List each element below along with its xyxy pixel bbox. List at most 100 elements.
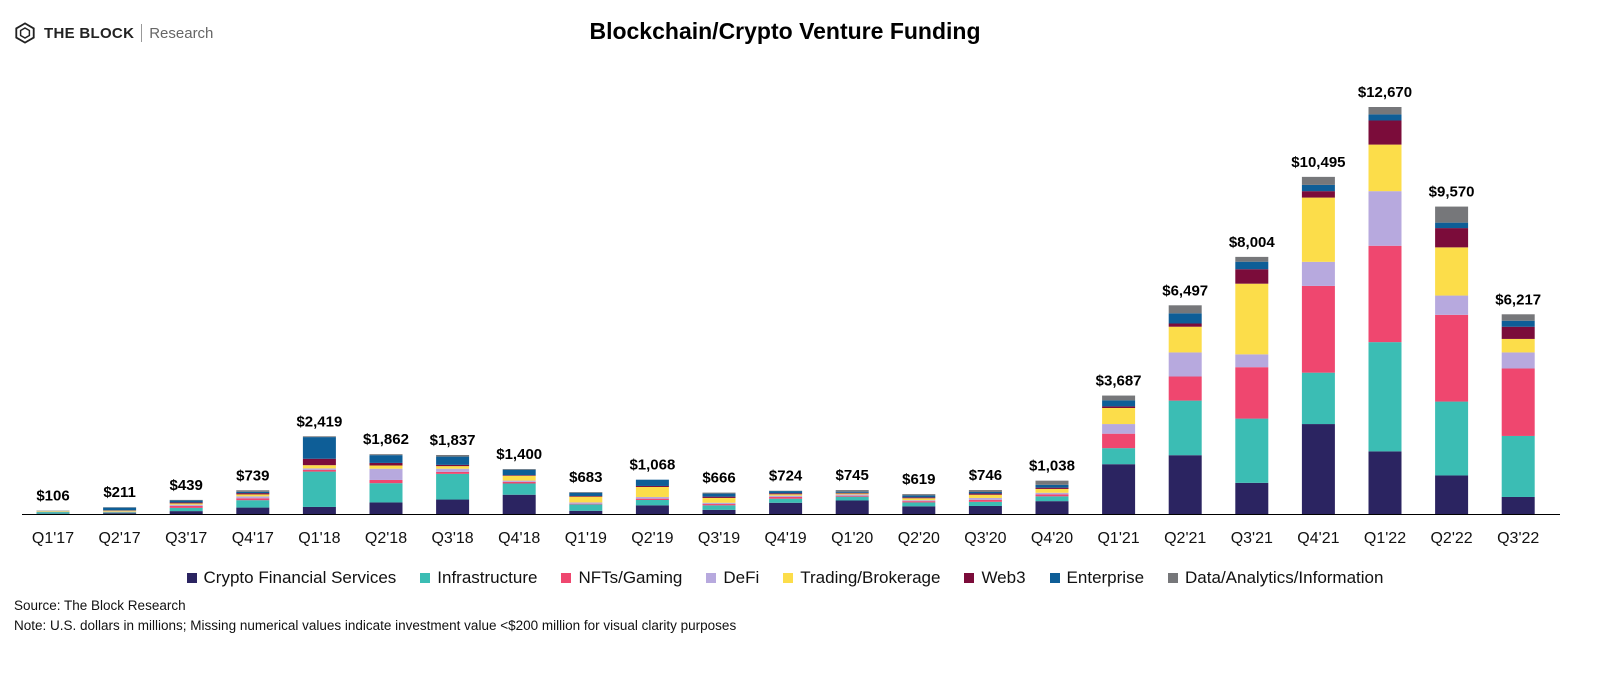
legend-swatch-crypto-financial-services	[186, 573, 197, 583]
bar-segment-nfts-gaming-13	[902, 501, 936, 503]
bar-stacks	[36, 107, 1535, 514]
bar-segment-crypto-financial-services-15	[1035, 501, 1069, 514]
bar-segment-defi-15	[1035, 492, 1069, 495]
bar-segment-nfts-gaming-5	[369, 479, 403, 484]
bar-segment-trading-brokerage-14	[968, 494, 1002, 498]
bar-segment-data-analytics-information-3	[236, 490, 270, 492]
bar-segment-trading-brokerage-12	[835, 493, 869, 495]
bar-segment-infrastructure-4	[302, 471, 336, 507]
legend-item-infrastructure: Infrastructure	[420, 568, 537, 588]
legend-item-defi: DeFi	[706, 568, 759, 588]
bar-segment-trading-brokerage-9	[635, 486, 669, 497]
bar-segment-nfts-gaming-15	[1035, 494, 1069, 497]
legend-item-trading-brokerage: Trading/Brokerage	[783, 568, 940, 588]
total-label-5: $1,862	[363, 431, 409, 448]
bar-segment-infrastructure-1	[103, 512, 137, 514]
bar-segment-web3-14	[968, 493, 1002, 495]
bar-segment-defi-6	[436, 468, 470, 472]
brand-logo: THE BLOCK Research	[14, 20, 213, 46]
bar-segment-crypto-financial-services-22	[1501, 496, 1535, 514]
bar-segment-defi-5	[369, 468, 403, 480]
bar-segment-nfts-gaming-2	[169, 505, 203, 508]
bar-segment-crypto-financial-services-2	[169, 511, 203, 514]
bar-segment-web3-15	[1035, 487, 1069, 489]
bar-segment-enterprise-4	[302, 437, 336, 459]
total-label-3: $739	[236, 467, 269, 484]
bar-segment-data-analytics-information-17	[1168, 305, 1202, 314]
bar-segment-data-analytics-information-2	[169, 499, 203, 501]
bar-segment-trading-brokerage-13	[902, 498, 936, 501]
bar-segment-data-analytics-information-20	[1368, 107, 1402, 115]
x-tick-label-12: Q1'20	[831, 530, 873, 547]
bar-segment-infrastructure-20	[1368, 342, 1402, 452]
bar-segment-crypto-financial-services-10	[702, 509, 736, 514]
legend-swatch-infrastructure	[420, 573, 431, 583]
x-tick-label-19: Q4'21	[1297, 530, 1339, 547]
bar-segment-infrastructure-17	[1168, 400, 1202, 456]
bar-segment-web3-5	[369, 462, 403, 466]
x-tick-label-2: Q3'17	[165, 530, 207, 547]
bar-segment-enterprise-14	[968, 491, 1002, 494]
total-label-6: $1,837	[430, 432, 476, 449]
legend-swatch-data-analytics-information	[1168, 573, 1179, 583]
x-tick-label-8: Q1'19	[565, 530, 607, 547]
bar-segment-nfts-gaming-3	[236, 498, 270, 501]
bar-segment-infrastructure-8	[569, 504, 603, 511]
bar-segment-defi-4	[302, 468, 336, 470]
bar-segment-enterprise-20	[1368, 114, 1402, 121]
bar-segment-enterprise-16	[1102, 400, 1136, 407]
bar-segment-crypto-financial-services-16	[1102, 464, 1136, 514]
total-label-17: $6,497	[1162, 282, 1208, 299]
bar-segment-nfts-gaming-12	[835, 495, 869, 497]
brand-divider	[141, 24, 143, 42]
bar-segment-infrastructure-5	[369, 483, 403, 503]
x-tick-label-6: Q3'18	[431, 530, 473, 547]
bar-segment-trading-brokerage-4	[302, 465, 336, 469]
bar-segment-web3-4	[302, 458, 336, 466]
bar-segment-data-analytics-information-16	[1102, 395, 1136, 401]
total-label-4: $2,419	[296, 413, 342, 430]
total-label-22: $6,217	[1495, 291, 1541, 308]
bar-segment-web3-22	[1501, 326, 1535, 339]
bar-segment-infrastructure-0	[36, 512, 70, 514]
bar-segment-defi-16	[1102, 424, 1136, 434]
bar-segment-trading-brokerage-21	[1435, 247, 1469, 296]
bar-segment-trading-brokerage-11	[769, 494, 803, 496]
bar-segment-infrastructure-15	[1035, 496, 1069, 502]
legend-swatch-defi	[706, 573, 717, 583]
x-tick-label-18: Q3'21	[1231, 530, 1273, 547]
x-tick-label-15: Q4'20	[1031, 530, 1073, 547]
bar-segment-infrastructure-19	[1301, 372, 1335, 425]
data-labels: $106 $211 $439 $739 $2,419 $1,862 $1,837 $1,400…	[36, 84, 1541, 505]
bar-segment-data-analytics-information-6	[436, 454, 470, 457]
bar-segment-nfts-gaming-14	[968, 499, 1002, 502]
legend-swatch-nfts-gaming	[561, 573, 572, 583]
total-label-20: $12,670	[1358, 84, 1412, 101]
bar-segment-data-analytics-information-15	[1035, 480, 1069, 485]
bar-segment-defi-17	[1168, 352, 1202, 377]
bar-segment-infrastructure-16	[1102, 448, 1136, 465]
bar-segment-data-analytics-information-7	[502, 469, 536, 470]
x-tick-label-1: Q2'17	[98, 530, 140, 547]
bar-segment-defi-8	[569, 502, 603, 504]
bar-segment-infrastructure-11	[769, 498, 803, 503]
bar-segment-data-analytics-information-4	[302, 436, 336, 438]
total-label-18: $8,004	[1229, 234, 1276, 251]
x-tick-label-16: Q1'21	[1097, 530, 1139, 547]
bar-segment-defi-9	[635, 496, 669, 499]
bar-segment-trading-brokerage-10	[702, 497, 736, 503]
bar-segment-infrastructure-14	[968, 501, 1002, 506]
bar-segment-infrastructure-3	[236, 500, 270, 508]
bar-segment-data-analytics-information-19	[1301, 176, 1335, 185]
bar-segment-trading-brokerage-22	[1501, 338, 1535, 353]
bar-segment-enterprise-17	[1168, 313, 1202, 324]
bar-segment-web3-6	[436, 464, 470, 467]
total-label-10: $666	[702, 470, 735, 487]
bar-segment-web3-20	[1368, 120, 1402, 145]
total-label-12: $745	[836, 467, 869, 484]
total-label-21: $9,570	[1429, 184, 1475, 201]
bar-segment-web3-16	[1102, 406, 1136, 408]
bar-segment-web3-13	[902, 497, 936, 499]
x-tick-label-4: Q1'18	[298, 530, 340, 547]
bar-segment-data-analytics-information-13	[902, 494, 936, 496]
